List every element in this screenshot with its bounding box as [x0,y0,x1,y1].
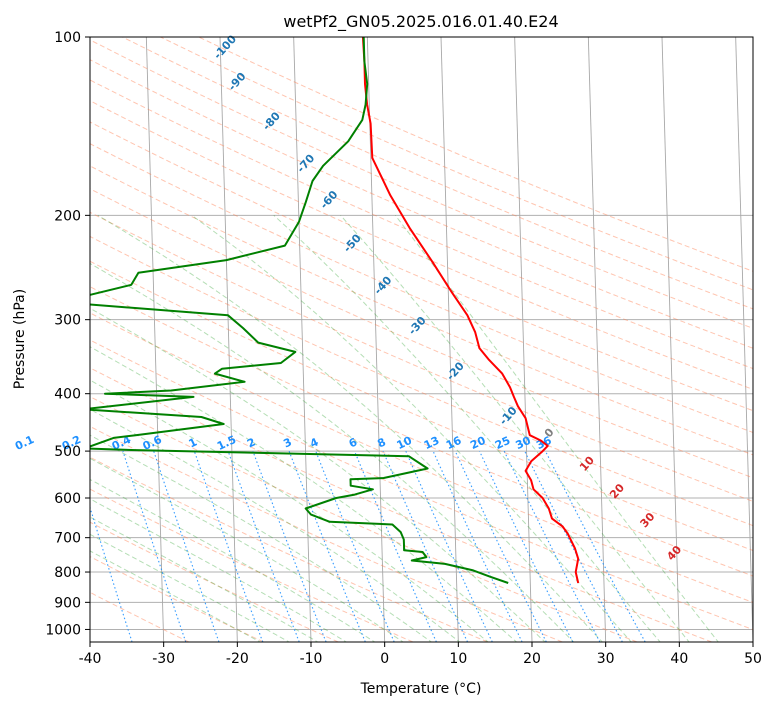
moist-adiabat-line [90,434,433,642]
y-tick-label: 900 [54,595,81,611]
mixing-ratio-line [288,450,366,642]
dry-adiabat-line [90,79,753,370]
isotherm-line [366,37,386,642]
mixing-ratio-line [479,450,574,642]
isotherm-line [145,37,165,642]
mixing-ratio-label: 20 [468,434,488,452]
dry-adiabat-line [90,165,753,456]
x-tick-label: -30 [152,651,175,667]
y-tick-label: 500 [54,444,81,460]
dry-adiabat-line [90,367,712,642]
x-tick-label: 20 [523,651,541,667]
dry-adiabat-line [90,143,753,434]
dry-adiabat-line [90,456,488,642]
moist-adiabat-line [191,214,632,642]
y-tick-label: 200 [54,208,81,224]
dry-adiabat-line [90,39,753,329]
x-tick-label: 50 [744,651,762,667]
mixing-ratio-line [524,450,623,642]
mixing-ratio-label: 25 [493,434,512,452]
moist-adiabat-line [90,498,348,642]
moist-adiabat-line [90,457,405,642]
x-axis-label: Temperature (°C) [360,681,482,697]
dry-adiabat-line [90,556,264,642]
isotherm-line [293,37,312,642]
moist-adiabat-line [90,408,461,642]
x-tick-label: 10 [449,651,467,667]
x-tick-label: -40 [79,651,102,667]
y-tick-label: 700 [54,531,81,547]
isotherm-line [440,37,459,642]
x-tick-label: -20 [226,651,249,667]
mixing-ratio-label: 30 [514,434,534,452]
dry-adiabat-line [90,235,753,527]
isotherm-line [587,37,607,642]
moist-adiabat-line [90,379,489,642]
moist-adiabat-line [90,478,376,642]
mixing-ratio-label: 10 [395,434,415,452]
moist-adiabat-line [394,214,719,642]
y-tick-label: 800 [54,565,81,581]
mixing-ratio-line [544,450,646,642]
dry-adiabat-line [90,339,753,631]
x-tick-label: -10 [300,651,323,667]
dry-adiabat-line [90,260,753,552]
isotherm-line [735,37,753,642]
plot-frame [89,36,754,643]
chart-title: wetPf2_GN05.2025.016.01.40.E24 [283,12,558,32]
y-tick-label: 300 [54,313,81,329]
x-tick-label: 40 [670,651,688,667]
isotherm-line [219,37,238,642]
mixing-ratio-line [153,450,220,642]
dry-adiabat-line [90,396,638,642]
mixing-ratio-line [193,450,264,642]
axes: -40 -30 -20 -10 0 10 20 30 40 50 100 200 300 400 500 60… [45,30,762,667]
mixing-ratio-line [227,450,300,642]
y-tick-label: 100 [54,30,81,46]
mixing-ratio-line [90,505,133,642]
y-tick-label: 400 [54,387,81,403]
moist-adiabat-line [340,214,690,642]
moist-adiabat-line [90,516,319,642]
isotherm-line [661,37,680,642]
dry-adiabat-line [90,312,753,603]
dry-adiabat-line [90,121,753,412]
mixing-ratio-line [503,450,601,642]
temperature-profile-line [361,37,580,584]
moist-adiabat-line [90,262,575,642]
isotherm-line [514,37,533,642]
dry-adiabat-line [90,100,753,390]
profiles [90,37,580,584]
y-tick-label: 1000 [45,622,81,638]
dry-adiabat-line [90,59,753,349]
moist-adiabat-line [273,214,661,642]
mixing-ratio-line [252,450,327,642]
mixing-ratio-line [315,450,395,642]
plot-area [90,37,753,642]
x-tick-label: 0 [380,651,389,667]
x-tick-label: 30 [597,651,615,667]
y-axis-label: Pressure (hPa) [12,289,28,389]
mixing-ratio-line [353,450,437,642]
mixing-ratio-label: 16 [444,434,464,452]
mixing-ratio-line [122,450,187,642]
moist-adiabat-line [97,214,604,642]
moist-adiabat-line [90,307,546,642]
dewpoint-profile-line [90,37,509,584]
background-lines [90,37,753,642]
y-tick-label: 600 [54,491,81,507]
mixing-ratio-label: 13 [422,434,441,452]
dry-adiabat-line [122,37,753,310]
